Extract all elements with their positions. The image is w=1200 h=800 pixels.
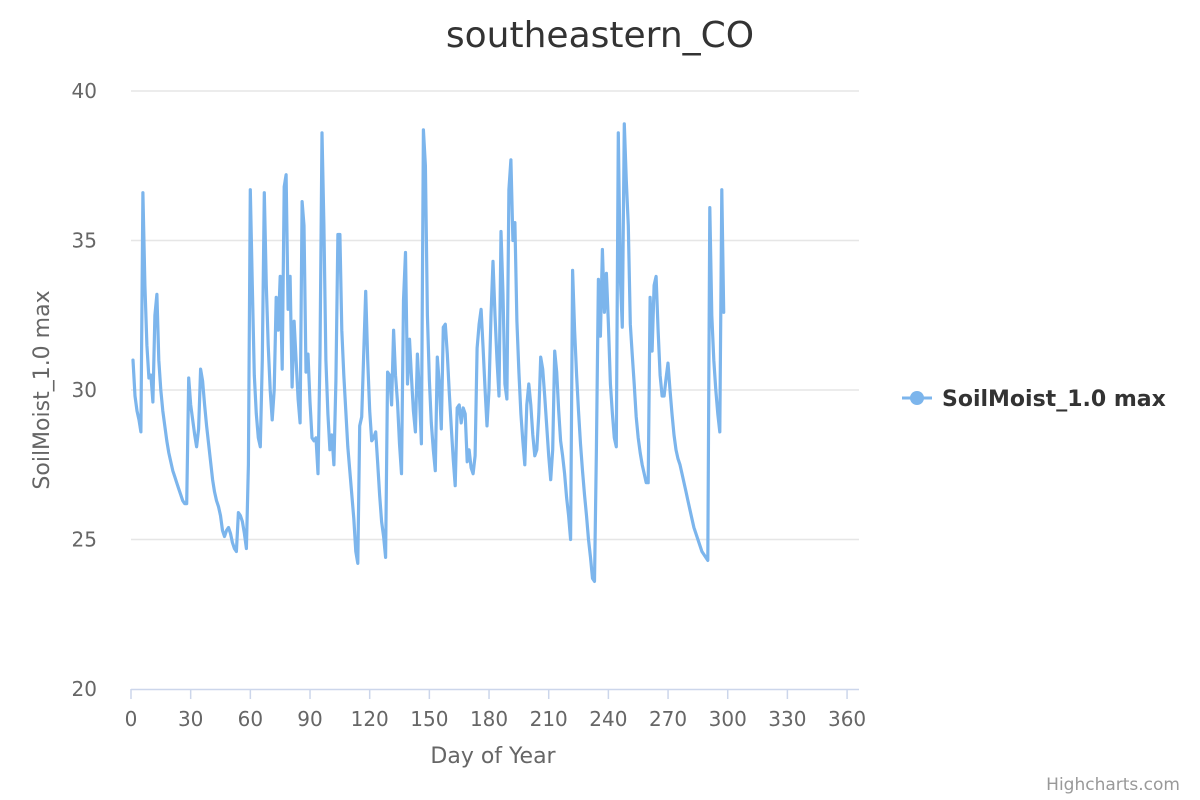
x-axis: 0 30 60 90 120 150 180 210 240 270 300 330 360 [125, 688, 866, 731]
y-tick-label-25: 25 [72, 528, 97, 552]
x-tick-label-120: 120 [351, 707, 389, 731]
x-tick-label-60: 60 [238, 707, 263, 731]
legend[interactable]: SoilMoist_1.0 max [902, 387, 1166, 412]
x-tick-label-270: 270 [649, 707, 687, 731]
legend-item-label[interactable]: SoilMoist_1.0 max [942, 387, 1166, 412]
x-tick-label-180: 180 [470, 707, 508, 731]
x-tick-label-150: 150 [410, 707, 448, 731]
x-tick-label-330: 330 [768, 707, 806, 731]
y-tick-label-35: 35 [72, 229, 97, 253]
legend-marker-icon [910, 391, 924, 405]
x-tick-label-360: 360 [828, 707, 866, 731]
y-tick-label-20: 20 [72, 677, 97, 701]
series-line-0[interactable] [131, 122, 726, 583]
x-tick-label-300: 300 [709, 707, 747, 731]
x-tick-label-30: 30 [178, 707, 203, 731]
x-tick-label-240: 240 [589, 707, 627, 731]
x-tick-label-90: 90 [297, 707, 322, 731]
x-tick-label-0: 0 [125, 707, 138, 731]
y-tick-label-40: 40 [72, 79, 97, 103]
x-tick-label-210: 210 [530, 707, 568, 731]
y-tick-label-30: 30 [72, 378, 97, 402]
credits-link[interactable]: Highcharts.com [1046, 775, 1180, 795]
x-axis-title: Day of Year [430, 744, 556, 769]
series-group [131, 122, 726, 583]
y-axis-title: SoilMoist_1.0 max [30, 290, 55, 489]
y-axis-ticks: 20 25 30 35 40 [72, 79, 97, 701]
chart-title: southeastern_CO [446, 15, 754, 56]
